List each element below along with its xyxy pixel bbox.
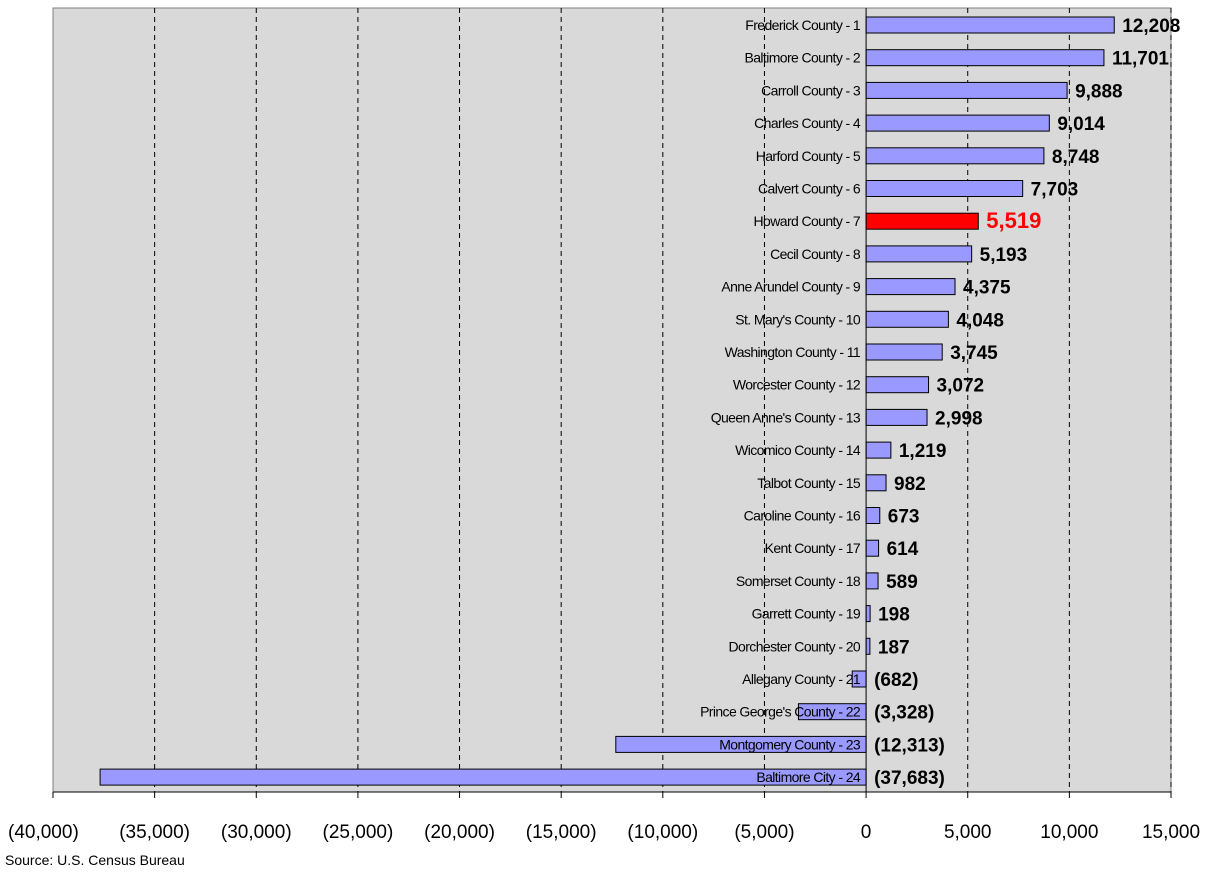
bar xyxy=(865,408,928,426)
bar xyxy=(865,16,1115,34)
x-tick-label: 10,000 xyxy=(1040,822,1098,843)
bar xyxy=(865,147,1045,165)
bar xyxy=(865,572,879,590)
value-label: 5,193 xyxy=(980,245,1028,266)
category-label: Calvert County - 6 xyxy=(758,181,861,197)
x-tick-label: (30,000) xyxy=(221,822,292,843)
category-label: Allegany County - 21 xyxy=(742,671,861,687)
category-label: Cecil County - 8 xyxy=(770,246,861,262)
value-label: 9,888 xyxy=(1075,81,1123,102)
category-label: Carroll County - 3 xyxy=(761,82,861,98)
value-label: 7,703 xyxy=(1031,180,1079,201)
bar xyxy=(865,310,949,328)
category-labels: Frederick County - 1 Baltimore County - 2… xyxy=(700,17,861,785)
x-tick-label: (40,000) xyxy=(8,822,79,843)
bar xyxy=(865,474,887,492)
value-label: 614 xyxy=(887,539,919,560)
category-label: Wicomico County - 14 xyxy=(735,442,861,458)
bar xyxy=(865,441,892,459)
x-tick-label: 5,000 xyxy=(944,822,992,843)
x-tick-label: (15,000) xyxy=(526,822,597,843)
value-label: 8,748 xyxy=(1052,147,1100,168)
bar xyxy=(865,180,1024,197)
x-tick-label: (35,000) xyxy=(119,822,190,843)
value-label: (3,328) xyxy=(874,703,934,724)
bar xyxy=(865,637,871,655)
x-tick-label: (25,000) xyxy=(323,822,394,843)
category-label: Kent County - 17 xyxy=(765,540,861,556)
category-label: Talbot County - 15 xyxy=(757,475,861,491)
value-label: 187 xyxy=(878,637,910,658)
category-label: Howard County - 7 xyxy=(754,213,861,229)
category-label: Montgomery County - 23 xyxy=(719,736,861,752)
value-label: (37,683) xyxy=(874,768,945,789)
category-label: Prince George's County - 22 xyxy=(700,704,861,720)
category-label: Queen Anne's County - 13 xyxy=(711,409,861,425)
value-label: (682) xyxy=(874,670,918,691)
value-label: 9,014 xyxy=(1057,114,1105,135)
x-tick-label: (5,000) xyxy=(734,822,794,843)
value-label: 982 xyxy=(894,474,926,495)
bar xyxy=(865,278,956,296)
x-tick-label: (10,000) xyxy=(627,822,698,843)
x-axis: (40,000) (35,000) (30,000) (25,000) (20,000)… xyxy=(8,8,1200,843)
x-tick-label: 0 xyxy=(861,822,872,843)
value-label: 11,701 xyxy=(1112,49,1169,70)
value-label: 5,519 xyxy=(986,208,1041,233)
value-label: 673 xyxy=(888,507,920,528)
category-label: Frederick County - 1 xyxy=(745,17,861,33)
x-tick-label: (20,000) xyxy=(424,822,495,843)
source-note: Source: U.S. Census Bureau xyxy=(5,852,185,868)
value-label: 198 xyxy=(878,605,910,626)
bar xyxy=(865,605,871,623)
category-label: Dorchester County - 20 xyxy=(729,638,861,654)
category-label: Garrett County - 19 xyxy=(752,606,861,622)
bar-highlight xyxy=(865,212,979,230)
value-label: 12,208 xyxy=(1122,16,1180,37)
bar xyxy=(865,343,943,361)
value-label: (12,313) xyxy=(874,735,945,756)
plot-area xyxy=(52,7,1172,793)
bars xyxy=(99,16,1115,786)
bar xyxy=(865,49,1105,67)
x-tick-label: 15,000 xyxy=(1142,822,1200,843)
category-label: St. Mary's County - 10 xyxy=(735,311,861,327)
bar xyxy=(99,768,867,786)
category-label: Anne Arundel County - 9 xyxy=(721,279,861,295)
category-label: Baltimore County - 2 xyxy=(744,50,860,66)
grid-lines xyxy=(154,8,1172,792)
bar xyxy=(865,539,880,557)
category-label: Caroline County - 16 xyxy=(744,508,861,524)
category-label: Harford County - 5 xyxy=(756,148,861,164)
bar xyxy=(865,114,1050,132)
category-label: Worcester County - 12 xyxy=(733,377,861,393)
value-label: 4,048 xyxy=(956,310,1004,331)
value-labels: 12,208 11,701 9,888 9,014 8,748 7,703 5,519 5,1… xyxy=(874,16,1180,789)
bar xyxy=(865,376,930,394)
value-label: 2,998 xyxy=(935,408,983,429)
category-label: Baltimore City - 24 xyxy=(756,769,861,785)
value-label: 3,745 xyxy=(950,343,998,364)
category-label: Washington County - 11 xyxy=(725,344,861,360)
category-label: Charles County - 4 xyxy=(754,115,861,131)
bar xyxy=(865,81,1068,99)
value-label: 1,219 xyxy=(899,441,947,462)
value-label: 3,072 xyxy=(937,376,985,397)
bar xyxy=(865,245,973,263)
bar xyxy=(865,507,881,524)
value-label: 589 xyxy=(886,572,918,593)
value-label: 4,375 xyxy=(963,278,1011,299)
category-label: Somerset County - 18 xyxy=(736,573,861,589)
